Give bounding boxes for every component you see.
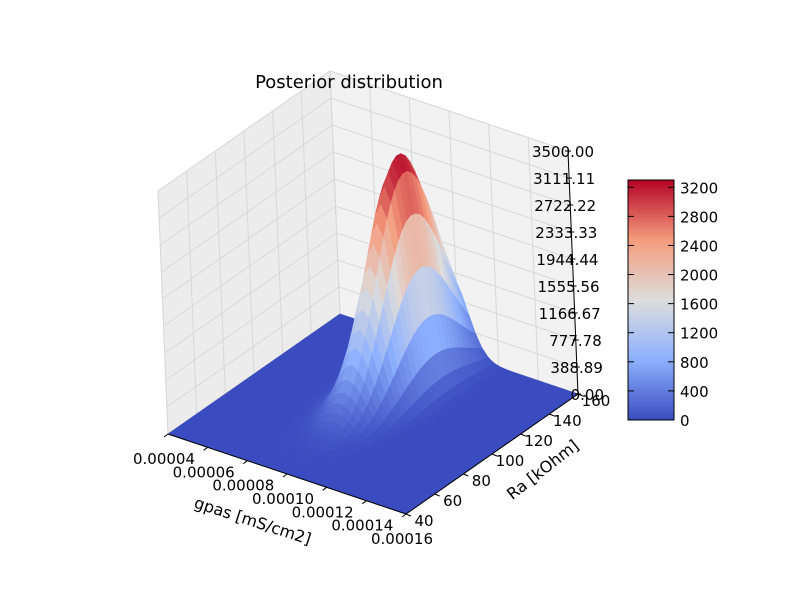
- z-tick-label: 3111.11: [533, 170, 595, 188]
- z-tick-label: 2333.33: [535, 224, 597, 242]
- x-tick-label: 0.00016: [371, 530, 433, 548]
- colorbar-tick-label: 0: [680, 412, 690, 430]
- surface-plot: [167, 153, 579, 515]
- colorbar-tick-label: 1200: [680, 325, 718, 343]
- grid-line-z: [165, 259, 576, 381]
- z-tick-label: 1555.56: [538, 278, 600, 296]
- grid-line-z: [159, 124, 571, 246]
- y-tick-mark: [405, 513, 412, 517]
- chart-title: Posterior distribution: [255, 72, 443, 93]
- y-tick-mark: [549, 413, 555, 417]
- x-tick-mark: [163, 433, 169, 438]
- x-tick-label: 0.00008: [212, 477, 274, 495]
- grid-line-z: [164, 232, 575, 354]
- colorbar: [627, 179, 675, 421]
- y-tick-label: 60: [443, 492, 462, 510]
- y-tick-label: 160: [582, 392, 611, 410]
- z-tick-label: 0.00: [571, 386, 604, 404]
- x-tick-label: 0.00014: [331, 517, 393, 535]
- y-tick-label: 140: [553, 412, 582, 430]
- x-tick-label: 0.00012: [292, 503, 354, 521]
- colorbar-tick-label: 2800: [680, 208, 718, 226]
- y-tick-label: 40: [414, 512, 433, 530]
- z-tick-label: 1166.67: [539, 305, 601, 323]
- grid-line-z: [158, 97, 570, 219]
- y-tick-label: 80: [472, 472, 491, 490]
- y-tick-mark: [520, 433, 526, 437]
- x-tick-mark: [362, 500, 367, 505]
- colorbar-tick-label: 1600: [680, 296, 718, 314]
- grid-line-z: [166, 286, 578, 408]
- y-tick-mark: [491, 453, 498, 457]
- x-tick-label: 0.00004: [133, 450, 195, 468]
- y-tick-mark: [434, 493, 440, 497]
- grid-line-z: [157, 70, 569, 192]
- z-tick-label: 388.89: [550, 359, 603, 377]
- y-tick-label: 120: [524, 432, 553, 450]
- x-tick-mark: [401, 513, 407, 518]
- x-tick-mark: [203, 446, 208, 451]
- z-axis-line: [567, 150, 579, 395]
- z-tick-label: 1944.44: [536, 251, 598, 269]
- colorbar-tick-label: 2400: [680, 237, 718, 255]
- colorbar-tick-label: 2000: [680, 267, 718, 285]
- colorbar-tick-label: 800: [680, 354, 709, 372]
- grid-line-z: [161, 151, 572, 273]
- grid-line-z: [163, 205, 574, 327]
- y-tick-mark: [463, 473, 469, 477]
- x-tick-mark: [322, 486, 327, 491]
- x-tick-label: 0.00010: [252, 490, 314, 508]
- z-tick-label: 3500.00: [532, 143, 594, 161]
- z-tick-label: 777.78: [549, 332, 602, 350]
- colorbar-tick-label: 400: [680, 383, 709, 401]
- y-tick-label: 100: [496, 452, 525, 470]
- colorbar-tick-label: 3200: [680, 179, 718, 197]
- z-tick-label: 2722.22: [534, 197, 596, 215]
- grid-line-z: [162, 178, 573, 300]
- x-tick-mark: [243, 460, 248, 465]
- x-tick-label: 0.00006: [173, 463, 235, 481]
- x-tick-mark: [282, 473, 288, 478]
